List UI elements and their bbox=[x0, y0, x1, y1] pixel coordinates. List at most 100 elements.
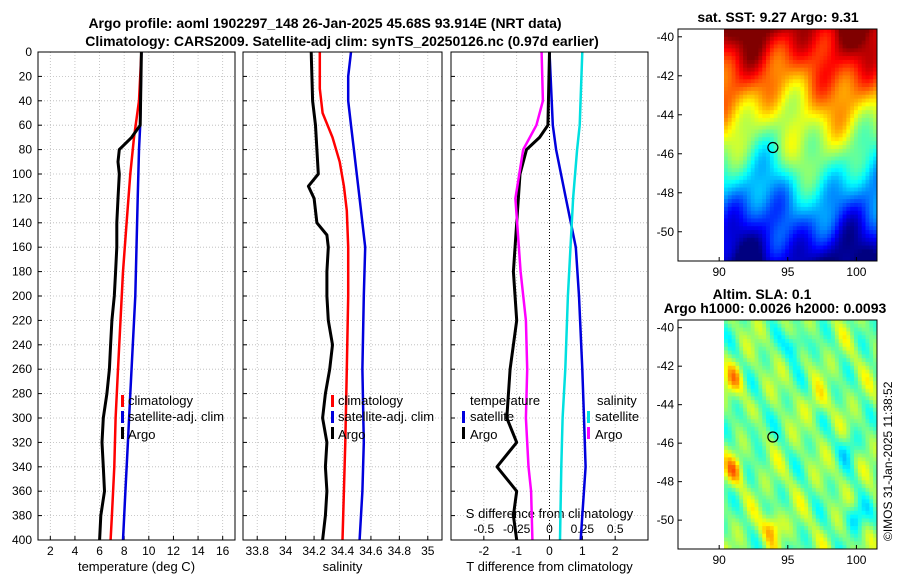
map-cell bbox=[796, 396, 802, 401]
map-cell bbox=[834, 160, 840, 165]
map-cell bbox=[831, 98, 836, 104]
map-cell bbox=[792, 495, 798, 500]
map-cell bbox=[838, 48, 844, 53]
map-cell bbox=[777, 445, 782, 451]
map-cell bbox=[781, 381, 786, 386]
map-cell bbox=[750, 75, 756, 80]
map-cell bbox=[854, 415, 859, 420]
map-cell bbox=[838, 392, 844, 397]
map-cell bbox=[857, 137, 863, 142]
map-cell bbox=[773, 403, 779, 409]
map-cell bbox=[873, 71, 877, 76]
map-cell bbox=[861, 110, 867, 115]
map-cell bbox=[846, 537, 851, 542]
map-cell bbox=[785, 339, 790, 344]
map-cell bbox=[735, 168, 740, 173]
y-tick-label: 220 bbox=[12, 313, 32, 327]
map-cell bbox=[846, 172, 851, 177]
map-cell bbox=[861, 491, 867, 497]
map-cell bbox=[750, 117, 756, 123]
map-cell bbox=[769, 121, 775, 127]
map-cell bbox=[727, 90, 733, 96]
x-tick-label: 14 bbox=[191, 544, 205, 558]
map-cell bbox=[766, 90, 771, 96]
map-cell bbox=[815, 350, 821, 355]
map-cell bbox=[735, 40, 740, 46]
map-cell bbox=[838, 472, 844, 478]
map-cell bbox=[789, 241, 794, 247]
map-cell bbox=[762, 102, 767, 107]
map-cell bbox=[857, 87, 863, 92]
map-cell bbox=[789, 461, 794, 466]
map-cell bbox=[792, 541, 798, 546]
map-cell bbox=[811, 438, 817, 443]
map-cell bbox=[846, 461, 851, 466]
map-cell bbox=[827, 83, 832, 88]
map-cell bbox=[861, 526, 867, 531]
map-cell bbox=[811, 373, 817, 378]
map-cell bbox=[724, 461, 729, 466]
map-cell bbox=[846, 407, 851, 413]
map-cell bbox=[754, 426, 760, 432]
map-cell bbox=[838, 253, 844, 258]
map-cell bbox=[827, 164, 832, 169]
map-cell bbox=[785, 495, 790, 500]
map-cell bbox=[857, 388, 863, 394]
map-cell bbox=[811, 63, 817, 69]
map-cell bbox=[838, 133, 844, 138]
map-cell bbox=[804, 245, 809, 250]
map-cell bbox=[727, 396, 733, 401]
map-cell bbox=[865, 472, 870, 478]
map-cell bbox=[823, 342, 828, 348]
legend-swatch-argo bbox=[121, 427, 124, 439]
map-cell bbox=[827, 206, 832, 212]
map-cell bbox=[739, 106, 744, 111]
map-cell bbox=[854, 400, 859, 405]
map-cell bbox=[838, 257, 844, 261]
map-cell bbox=[827, 195, 832, 200]
map-cell bbox=[746, 218, 752, 223]
map-cell bbox=[850, 226, 855, 231]
map-cell bbox=[827, 346, 832, 352]
map-cell bbox=[769, 125, 775, 131]
map-cell bbox=[869, 403, 874, 409]
map-cell bbox=[857, 63, 863, 69]
legend-label-argo: Argo bbox=[338, 427, 365, 442]
map-cell bbox=[735, 346, 740, 352]
map-cell bbox=[819, 214, 825, 220]
legend-swatch-s-argo bbox=[587, 427, 590, 439]
map-cell bbox=[789, 518, 794, 523]
map-cell bbox=[819, 411, 825, 417]
map-cell bbox=[769, 114, 775, 119]
map-cell bbox=[754, 419, 760, 424]
map-cell bbox=[739, 75, 744, 80]
map-cell bbox=[762, 152, 767, 158]
map-cell bbox=[731, 156, 737, 162]
map-cell bbox=[804, 114, 809, 119]
map-cell bbox=[754, 52, 760, 57]
map-cell bbox=[773, 361, 779, 367]
map-cell bbox=[777, 487, 782, 493]
map-cell bbox=[792, 468, 798, 474]
map-cell bbox=[857, 396, 863, 401]
map-cell bbox=[831, 106, 836, 111]
map-cell bbox=[815, 110, 821, 115]
map-cell bbox=[769, 350, 775, 355]
map-cell bbox=[762, 442, 767, 447]
map-cell bbox=[865, 426, 870, 432]
map-cell bbox=[750, 156, 756, 162]
map-cell bbox=[739, 327, 744, 333]
map-cell bbox=[769, 56, 775, 61]
map-cell bbox=[777, 83, 782, 88]
map-cell bbox=[838, 187, 844, 192]
map-cell bbox=[815, 114, 821, 119]
map-cell bbox=[827, 507, 832, 512]
map-cell bbox=[724, 56, 729, 61]
map-cell bbox=[842, 415, 847, 420]
map-cell bbox=[789, 495, 794, 500]
map-cell bbox=[827, 226, 832, 231]
map-cell bbox=[731, 350, 737, 355]
map-cell bbox=[804, 526, 809, 531]
map-cell bbox=[777, 426, 782, 432]
map-cell bbox=[777, 175, 782, 181]
